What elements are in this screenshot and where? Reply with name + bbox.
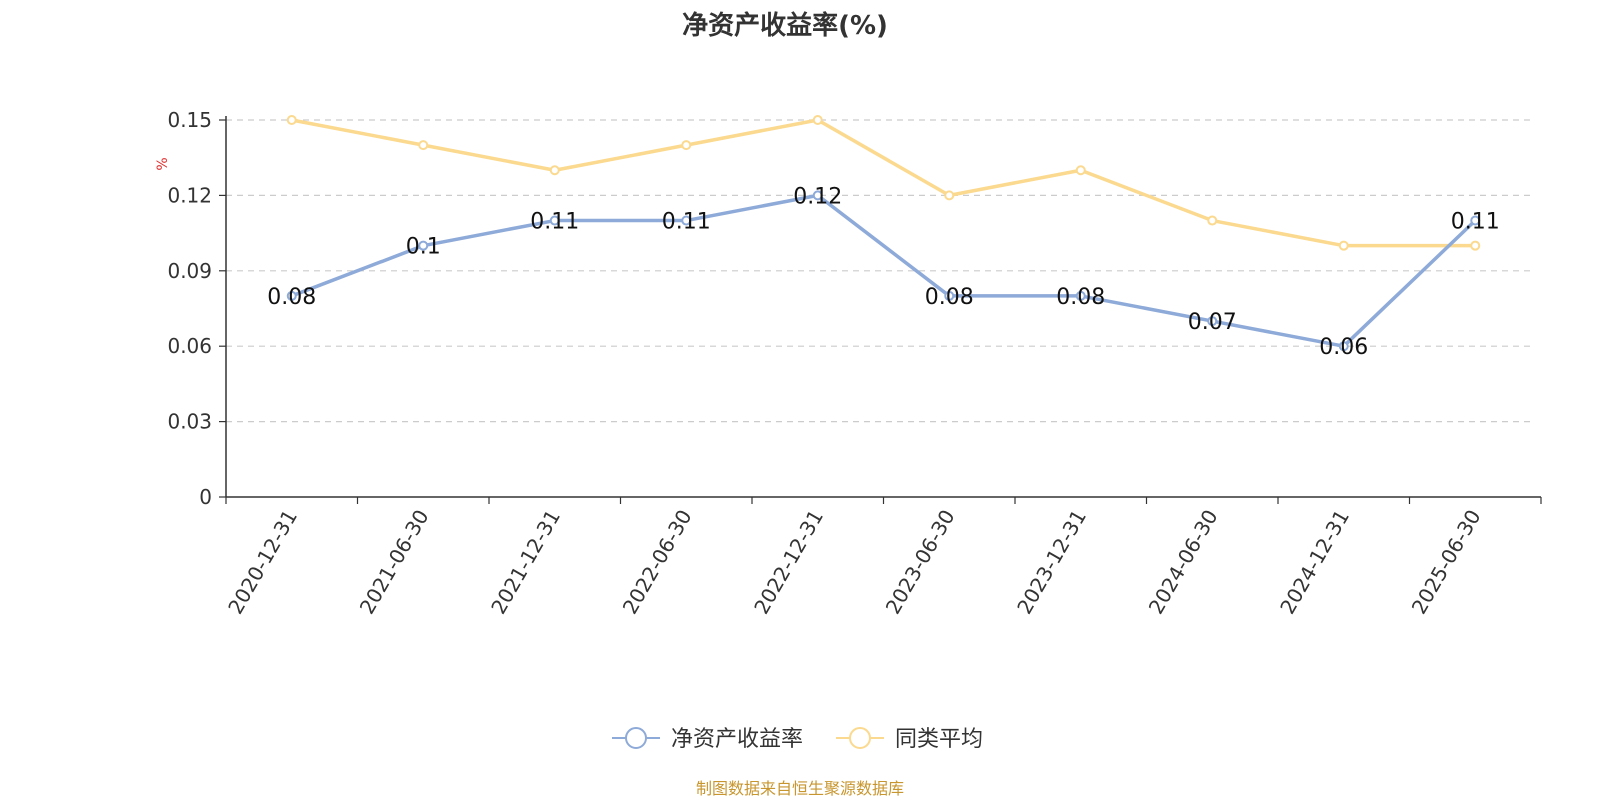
y-tick-label: 0 bbox=[199, 485, 212, 509]
legend-item-roe[interactable]: 净资产收益率 bbox=[612, 727, 803, 752]
legend-item-peer-average[interactable]: 同类平均 bbox=[836, 727, 983, 752]
series-line bbox=[291, 118, 1476, 248]
data-point bbox=[812, 190, 823, 201]
x-tick-label: 2021-06-30 bbox=[355, 506, 434, 619]
data-point bbox=[1075, 165, 1086, 176]
data-label: 0.08 bbox=[925, 285, 974, 310]
data-point bbox=[549, 165, 560, 176]
data-point bbox=[681, 140, 692, 151]
data-label: 0.07 bbox=[1188, 310, 1237, 335]
data-point bbox=[549, 215, 560, 226]
x-tick-label: 2022-12-31 bbox=[749, 506, 828, 619]
y-axis-ticks: 0 0.03 0.06 0.09 0.12 0.15 bbox=[167, 108, 226, 509]
y-tick-label: 0.03 bbox=[167, 410, 212, 434]
data-label: 0.08 bbox=[267, 285, 316, 310]
data-point bbox=[286, 290, 297, 301]
y-tick-label: 0.12 bbox=[167, 183, 212, 207]
series-roe bbox=[286, 190, 1481, 352]
data-point bbox=[1338, 341, 1349, 352]
axes bbox=[225, 116, 1541, 498]
series-line bbox=[291, 193, 1477, 348]
data-source: 制图数据来自恒生聚源数据库 bbox=[696, 779, 904, 798]
data-label: 0.12 bbox=[793, 184, 842, 209]
legend-label-roe: 净资产收益率 bbox=[671, 727, 803, 752]
data-point bbox=[812, 115, 823, 125]
data-point bbox=[418, 140, 429, 151]
data-label: 0.08 bbox=[1056, 285, 1105, 310]
data-point bbox=[1470, 240, 1481, 251]
data-labels: 0.08 0.1 0.11 0.11 0.12 0.08 0.08 0.07 0.06 0.11 bbox=[267, 184, 1499, 360]
data-label: 0.1 bbox=[406, 235, 441, 260]
series-layer: 0.08 0.1 0.11 0.11 0.12 0.08 0.08 0.07 0.06 0.11 bbox=[267, 115, 1500, 360]
x-tick-label: 2022-06-30 bbox=[618, 506, 697, 619]
data-point bbox=[1075, 290, 1086, 301]
y-tick-label: 0.09 bbox=[167, 259, 212, 283]
x-axis-ticks: 2020-12-31 2021-06-30 2021-12-31 2022-06-30… bbox=[223, 497, 1542, 619]
grid-lines bbox=[226, 119, 1533, 423]
x-tick-label: 2020-12-31 bbox=[223, 506, 302, 619]
data-point bbox=[681, 215, 692, 226]
data-point bbox=[1207, 215, 1218, 226]
y-tick-label: 0.15 bbox=[167, 108, 212, 132]
x-tick-label: 2025-06-30 bbox=[1407, 506, 1486, 619]
x-tick-label: 2021-12-31 bbox=[486, 506, 565, 619]
legend: 净资产收益率 同类平均 bbox=[612, 727, 983, 752]
data-point bbox=[286, 115, 297, 125]
x-tick-label: 2023-06-30 bbox=[881, 506, 960, 619]
y-tick-label: 0.06 bbox=[167, 334, 212, 358]
legend-label-peer-average: 同类平均 bbox=[895, 727, 983, 752]
data-point bbox=[1470, 215, 1481, 226]
chart-title: 净资产收益率(%) bbox=[682, 10, 888, 41]
data-label: 0.11 bbox=[1451, 210, 1500, 235]
x-tick-label: 2024-12-31 bbox=[1275, 506, 1354, 619]
data-point bbox=[944, 190, 955, 201]
data-label: 0.11 bbox=[530, 210, 579, 235]
data-label: 0.11 bbox=[662, 210, 711, 235]
data-point bbox=[944, 290, 955, 301]
series-peer-average bbox=[286, 115, 1481, 251]
data-point bbox=[1207, 316, 1218, 327]
y-axis-label: % bbox=[155, 157, 171, 170]
x-tick-label: 2023-12-31 bbox=[1012, 506, 1091, 619]
data-point bbox=[1338, 240, 1349, 251]
data-point bbox=[418, 240, 429, 251]
x-tick-label: 2024-06-30 bbox=[1144, 506, 1223, 619]
data-label: 0.06 bbox=[1319, 335, 1368, 360]
